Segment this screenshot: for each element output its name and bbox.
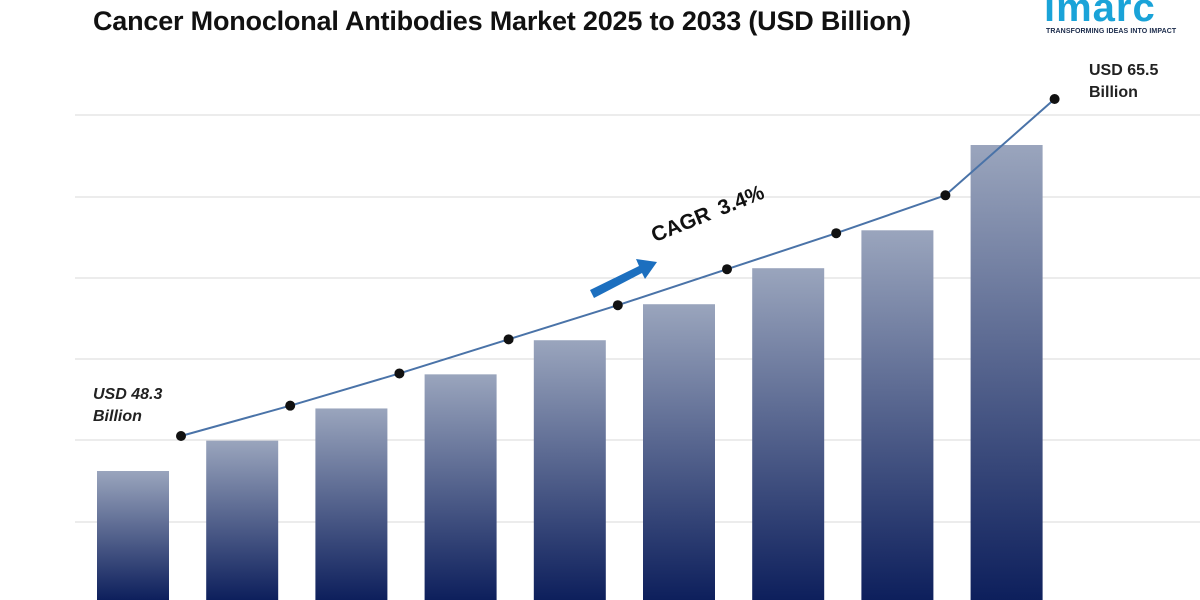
chart-title: Cancer Monoclonal Antibodies Market 2025…	[93, 6, 911, 36]
bar-2026	[206, 440, 279, 600]
trend-point-2027	[394, 368, 405, 379]
trend-point-2028	[503, 334, 514, 345]
cagr-arrow-shape	[590, 259, 657, 298]
logo-tagline: TRANSFORMING IDEAS INTO IMPACT	[1046, 28, 1177, 35]
logo-wordmark: imarc	[1044, 0, 1156, 30]
end-unit-text: Billion	[1089, 84, 1138, 101]
bar-2030	[643, 304, 715, 600]
start-unit-text: Billion	[93, 408, 142, 425]
trend-point-2025	[176, 431, 186, 441]
end-value-text: USD 65.5	[1089, 62, 1159, 79]
bar-2028	[424, 374, 497, 600]
bar-2032	[861, 230, 934, 600]
start-value-text: USD 48.3	[93, 386, 163, 403]
cagr-arrow	[590, 259, 657, 298]
imarc-logo: imarc TRANSFORMING IDEAS INTO IMPACT	[1040, 0, 1200, 44]
bar-2033	[970, 145, 1043, 600]
trend-point-2032	[940, 190, 951, 201]
trend-point-2029	[612, 300, 623, 311]
trend-point-2031	[831, 228, 842, 239]
bar-2029	[533, 340, 606, 600]
bar-2031	[752, 268, 825, 600]
bar-2027	[315, 408, 388, 600]
start-value-annotation: USD 48.3 Billion	[93, 384, 162, 428]
trend-line	[176, 94, 1060, 441]
end-value-annotation: USD 65.5 Billion	[1089, 60, 1158, 104]
trend-point-2026	[285, 400, 296, 411]
bar-2025	[97, 471, 169, 600]
trend-point-2030	[722, 264, 732, 275]
bars	[97, 145, 1043, 600]
trend-point-2033	[1049, 94, 1060, 104]
